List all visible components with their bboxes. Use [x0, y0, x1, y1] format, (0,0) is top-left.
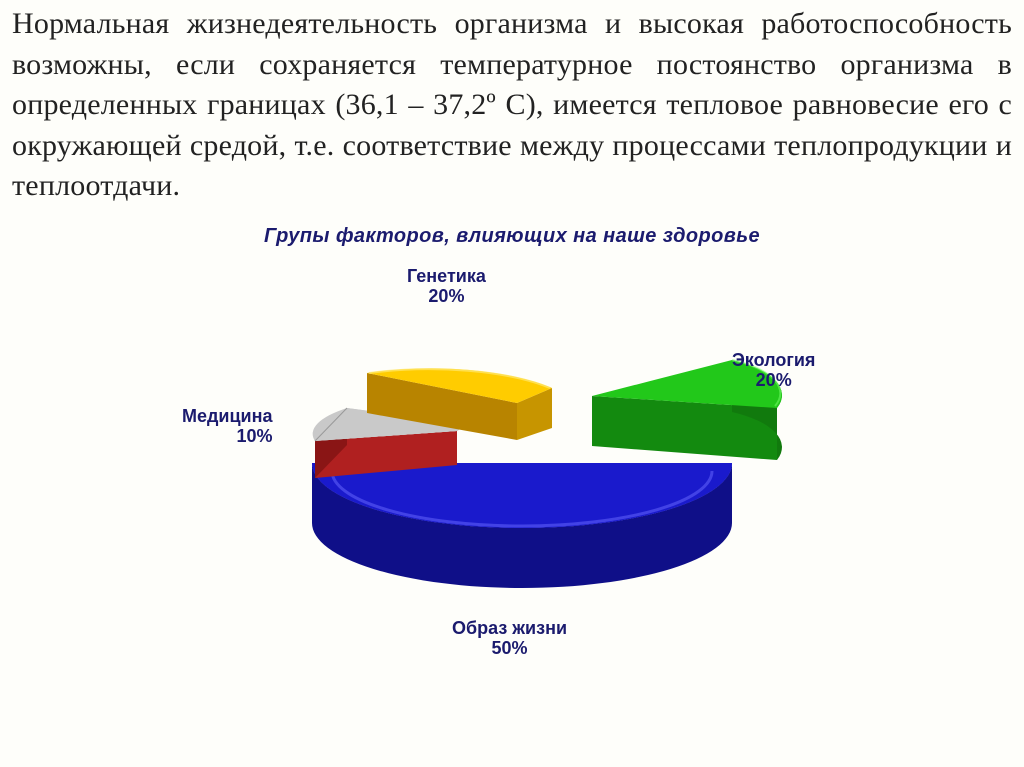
label-ecology: Экология 20% — [732, 350, 815, 391]
label-medicine-pct: 10% — [236, 426, 272, 446]
label-ecology-pct: 20% — [756, 370, 792, 390]
pie-chart: Генетика 20% Экология 20% Медицина 10% О… — [12, 248, 1024, 688]
label-genetics-pct: 20% — [428, 286, 464, 306]
label-lifestyle-pct: 50% — [491, 638, 527, 658]
chart-title: Групы факторов, влияющих на наше здоровь… — [12, 225, 1012, 248]
label-medicine-name: Медицина — [182, 406, 273, 426]
label-ecology-name: Экология — [732, 350, 815, 370]
label-medicine: Медицина 10% — [182, 406, 273, 447]
label-lifestyle: Образ жизни 50% — [452, 618, 567, 659]
slice-genetics — [357, 318, 577, 448]
label-genetics: Генетика 20% — [407, 266, 486, 307]
label-lifestyle-name: Образ жизни — [452, 618, 567, 638]
label-genetics-name: Генетика — [407, 266, 486, 286]
body-paragraph: Нормальная жизнедеятельность организма и… — [12, 4, 1012, 207]
